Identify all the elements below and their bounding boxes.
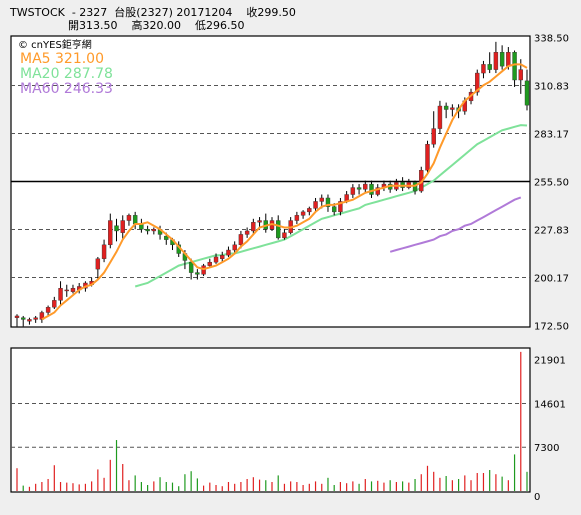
candle-body xyxy=(338,201,343,213)
candle-body xyxy=(64,289,69,292)
candle-body xyxy=(145,229,150,232)
legend-ma20: MA20 287.78 xyxy=(20,66,113,82)
candle-body xyxy=(108,220,113,246)
candle-body xyxy=(238,234,244,246)
candle-body xyxy=(132,215,138,225)
price-axis: 338.50 310.83 283.17 255.50 227.83 200.17 172.… xyxy=(534,34,569,333)
candle-body xyxy=(363,183,368,190)
candle-body xyxy=(512,52,517,81)
candle-body xyxy=(251,222,256,232)
header-ohlc: 開313.50 高320.00 低296.50 xyxy=(68,19,245,32)
candle-body xyxy=(101,244,107,259)
candle-body xyxy=(481,64,486,74)
candle-body xyxy=(499,52,505,67)
candle-body xyxy=(27,319,32,322)
candle-body xyxy=(375,187,380,195)
price-tick-label: 227.83 xyxy=(534,226,569,237)
candle-body xyxy=(350,187,356,195)
candle-body xyxy=(232,244,237,251)
ma5-line xyxy=(41,63,528,321)
volume-panel xyxy=(10,347,531,493)
price-tick-label: 200.17 xyxy=(534,273,569,284)
candle-body xyxy=(282,232,287,239)
candle-body xyxy=(226,249,231,256)
candle-body xyxy=(276,220,281,239)
candle-body xyxy=(257,220,262,223)
price-tick-label: 283.17 xyxy=(534,129,569,140)
ma20-path xyxy=(134,124,528,288)
candle-body xyxy=(325,197,331,207)
candle-body xyxy=(518,69,523,81)
candle-body xyxy=(506,52,511,67)
ma60-path xyxy=(389,196,522,253)
price-tick-label: 172.50 xyxy=(534,322,569,333)
volume-tick-label: 0 xyxy=(534,492,540,503)
volume-grid xyxy=(11,402,530,448)
candle-body xyxy=(431,128,436,145)
candle-body xyxy=(356,187,362,190)
candle-body xyxy=(207,261,213,266)
candle-body xyxy=(450,107,455,110)
candle-body xyxy=(331,206,337,213)
candle-body xyxy=(437,105,443,129)
candle-body xyxy=(21,317,26,320)
legend-brand: © cnYES鉅亨網 xyxy=(18,38,92,51)
price-tick-label: 255.50 xyxy=(534,178,569,189)
candle-body xyxy=(319,197,324,202)
candle-body xyxy=(307,208,312,213)
candle-body xyxy=(45,307,51,313)
volume-tick-label: 21901 xyxy=(534,356,566,367)
candle-body xyxy=(195,272,200,275)
candle-body xyxy=(313,201,318,209)
candle-body xyxy=(369,183,374,195)
candle-body xyxy=(493,52,499,70)
volume-axis: 21901 14601 7300 0 xyxy=(534,356,566,503)
legend-ma5: MA5 321.00 xyxy=(20,51,104,67)
candle-body xyxy=(70,287,76,292)
candle-body xyxy=(425,143,430,171)
candle-body xyxy=(164,235,169,240)
candle-body xyxy=(294,215,300,221)
volume-tick-label: 7300 xyxy=(534,443,559,454)
candle-body xyxy=(188,261,194,273)
candle-body xyxy=(220,255,225,259)
candle-body xyxy=(475,72,480,93)
legend-ma60: MA60 246.33 xyxy=(20,81,113,97)
candle-body xyxy=(244,230,250,235)
candle-body xyxy=(120,220,125,233)
header-title: TWSTOCK - 2327 台股(2327) 20171204 收299.50 xyxy=(10,6,296,19)
price-tick-label: 338.50 xyxy=(534,34,569,45)
candle-body xyxy=(58,287,63,301)
ma5-path xyxy=(41,63,528,321)
candle-body xyxy=(213,256,219,263)
candle-body xyxy=(300,211,306,216)
candle-body xyxy=(33,317,38,320)
ma20-line xyxy=(134,124,528,288)
price-tick-label: 310.83 xyxy=(534,82,569,93)
volume-tick-label: 14601 xyxy=(534,399,566,410)
candle-body xyxy=(39,312,45,320)
candle-body xyxy=(487,64,492,70)
candle-body xyxy=(52,300,57,308)
volume-bars xyxy=(16,351,528,491)
ma60-line xyxy=(389,196,522,253)
candle-body xyxy=(524,80,530,106)
candle-body xyxy=(443,105,449,110)
candle-body xyxy=(95,258,101,270)
candle-body xyxy=(114,225,119,232)
candle-body xyxy=(14,315,20,318)
candle-body xyxy=(126,215,132,221)
candle-body xyxy=(151,229,157,232)
